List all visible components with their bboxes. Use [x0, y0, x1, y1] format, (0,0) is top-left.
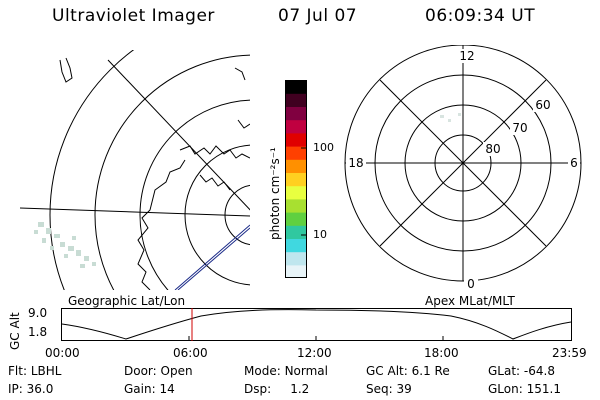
colorbar-unit-label: photon cm⁻²s⁻¹ [268, 147, 282, 240]
info-door: Door: Open [124, 364, 193, 378]
instrument-title: Ultraviolet Imager [52, 6, 215, 26]
colorbar-stripe [285, 119, 307, 134]
info-mode: Mode: Normal [244, 364, 328, 378]
colorbar-stripe [285, 185, 307, 200]
mlat-label-60: 60 [535, 98, 550, 112]
mlt-label-12: 12 [459, 49, 474, 63]
polar-plot: 12 18 6 0 60 70 80 [344, 45, 582, 290]
mlt-label-18: 18 [348, 156, 363, 170]
coastline [59, 57, 73, 83]
info-glat: GLat: -64.8 [488, 364, 555, 378]
lat-circle [139, 99, 250, 290]
apex-label: Apex MLat/MLT [425, 294, 515, 308]
colorbar-stripe [285, 132, 307, 147]
colorbar-stripe [285, 146, 307, 160]
gc-alt-axis-label: GC Alt [8, 312, 22, 350]
colorbar-stripe [285, 264, 307, 278]
colorbar-stripe [285, 172, 307, 187]
coastline [179, 145, 250, 159]
geographic-label: Geographic Lat/Lon [68, 294, 186, 308]
meridian-line [107, 59, 250, 211]
gc-alt-tick-high: 9.0 [28, 306, 48, 320]
image-time: 06:09:34 UT [425, 6, 536, 26]
colorbar-stripe [285, 80, 307, 94]
colorbar-stripe [285, 225, 307, 239]
colorbar-stripe [285, 106, 307, 121]
mlt-diagonal [379, 79, 547, 247]
colorbar-stripe [285, 238, 307, 253]
info-ip: IP: 36.0 [8, 382, 54, 396]
time-tick-0000: 00:00 [45, 346, 80, 360]
lat-circle-outer [49, 50, 135, 290]
meridian-line [177, 227, 250, 290]
meridian-line [20, 207, 250, 217]
meridian-line [174, 224, 250, 290]
emission-speckle [34, 222, 96, 268]
colorbar-stripe [285, 198, 307, 213]
lat-circle [94, 54, 250, 290]
coastline [137, 159, 186, 290]
time-tick-0600: 06:00 [173, 346, 208, 360]
lat-circle [184, 144, 250, 286]
mlt-label-6: 6 [570, 156, 578, 170]
info-seq: Seq: 39 [366, 382, 412, 396]
colorbar [285, 80, 307, 278]
image-date: 07 Jul 07 [278, 6, 358, 26]
time-tick-1800: 18:00 [424, 346, 459, 360]
coastline [199, 174, 231, 191]
info-gc-alt: GC Alt: 6.1 Re [366, 364, 450, 378]
geographic-map [20, 50, 250, 290]
coastline [234, 67, 246, 81]
coastline [237, 119, 250, 129]
colorbar-stripe [285, 159, 307, 173]
mlt-label-0: 0 [467, 277, 475, 290]
altitude-curve [61, 309, 572, 340]
time-tick-1200: 12:00 [297, 346, 332, 360]
colorbar-stripe [285, 251, 307, 266]
colorbar-stripe [285, 93, 307, 107]
colorbar-tick-100: 100 [313, 141, 334, 154]
altitude-timeline [61, 308, 572, 341]
info-dsp: Dsp: 1.2 [244, 382, 310, 396]
info-flt: Flt: LBHL [8, 364, 62, 378]
info-gain: Gain: 14 [124, 382, 175, 396]
colorbar-tick-10: 10 [313, 228, 327, 241]
gc-alt-tick-low: 1.8 [28, 325, 48, 339]
mlat-label-70: 70 [512, 121, 527, 135]
info-glon: GLon: 151.1 [488, 382, 561, 396]
time-tick-2359: 23:59 [552, 346, 587, 360]
colorbar-stripe [285, 212, 307, 226]
mlat-label-80: 80 [485, 142, 500, 156]
